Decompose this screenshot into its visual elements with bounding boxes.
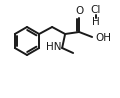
Text: O: O <box>75 5 84 15</box>
Text: Cl: Cl <box>91 5 101 15</box>
Text: OH: OH <box>95 33 111 43</box>
Text: H: H <box>92 17 100 27</box>
Text: HN: HN <box>46 42 62 52</box>
